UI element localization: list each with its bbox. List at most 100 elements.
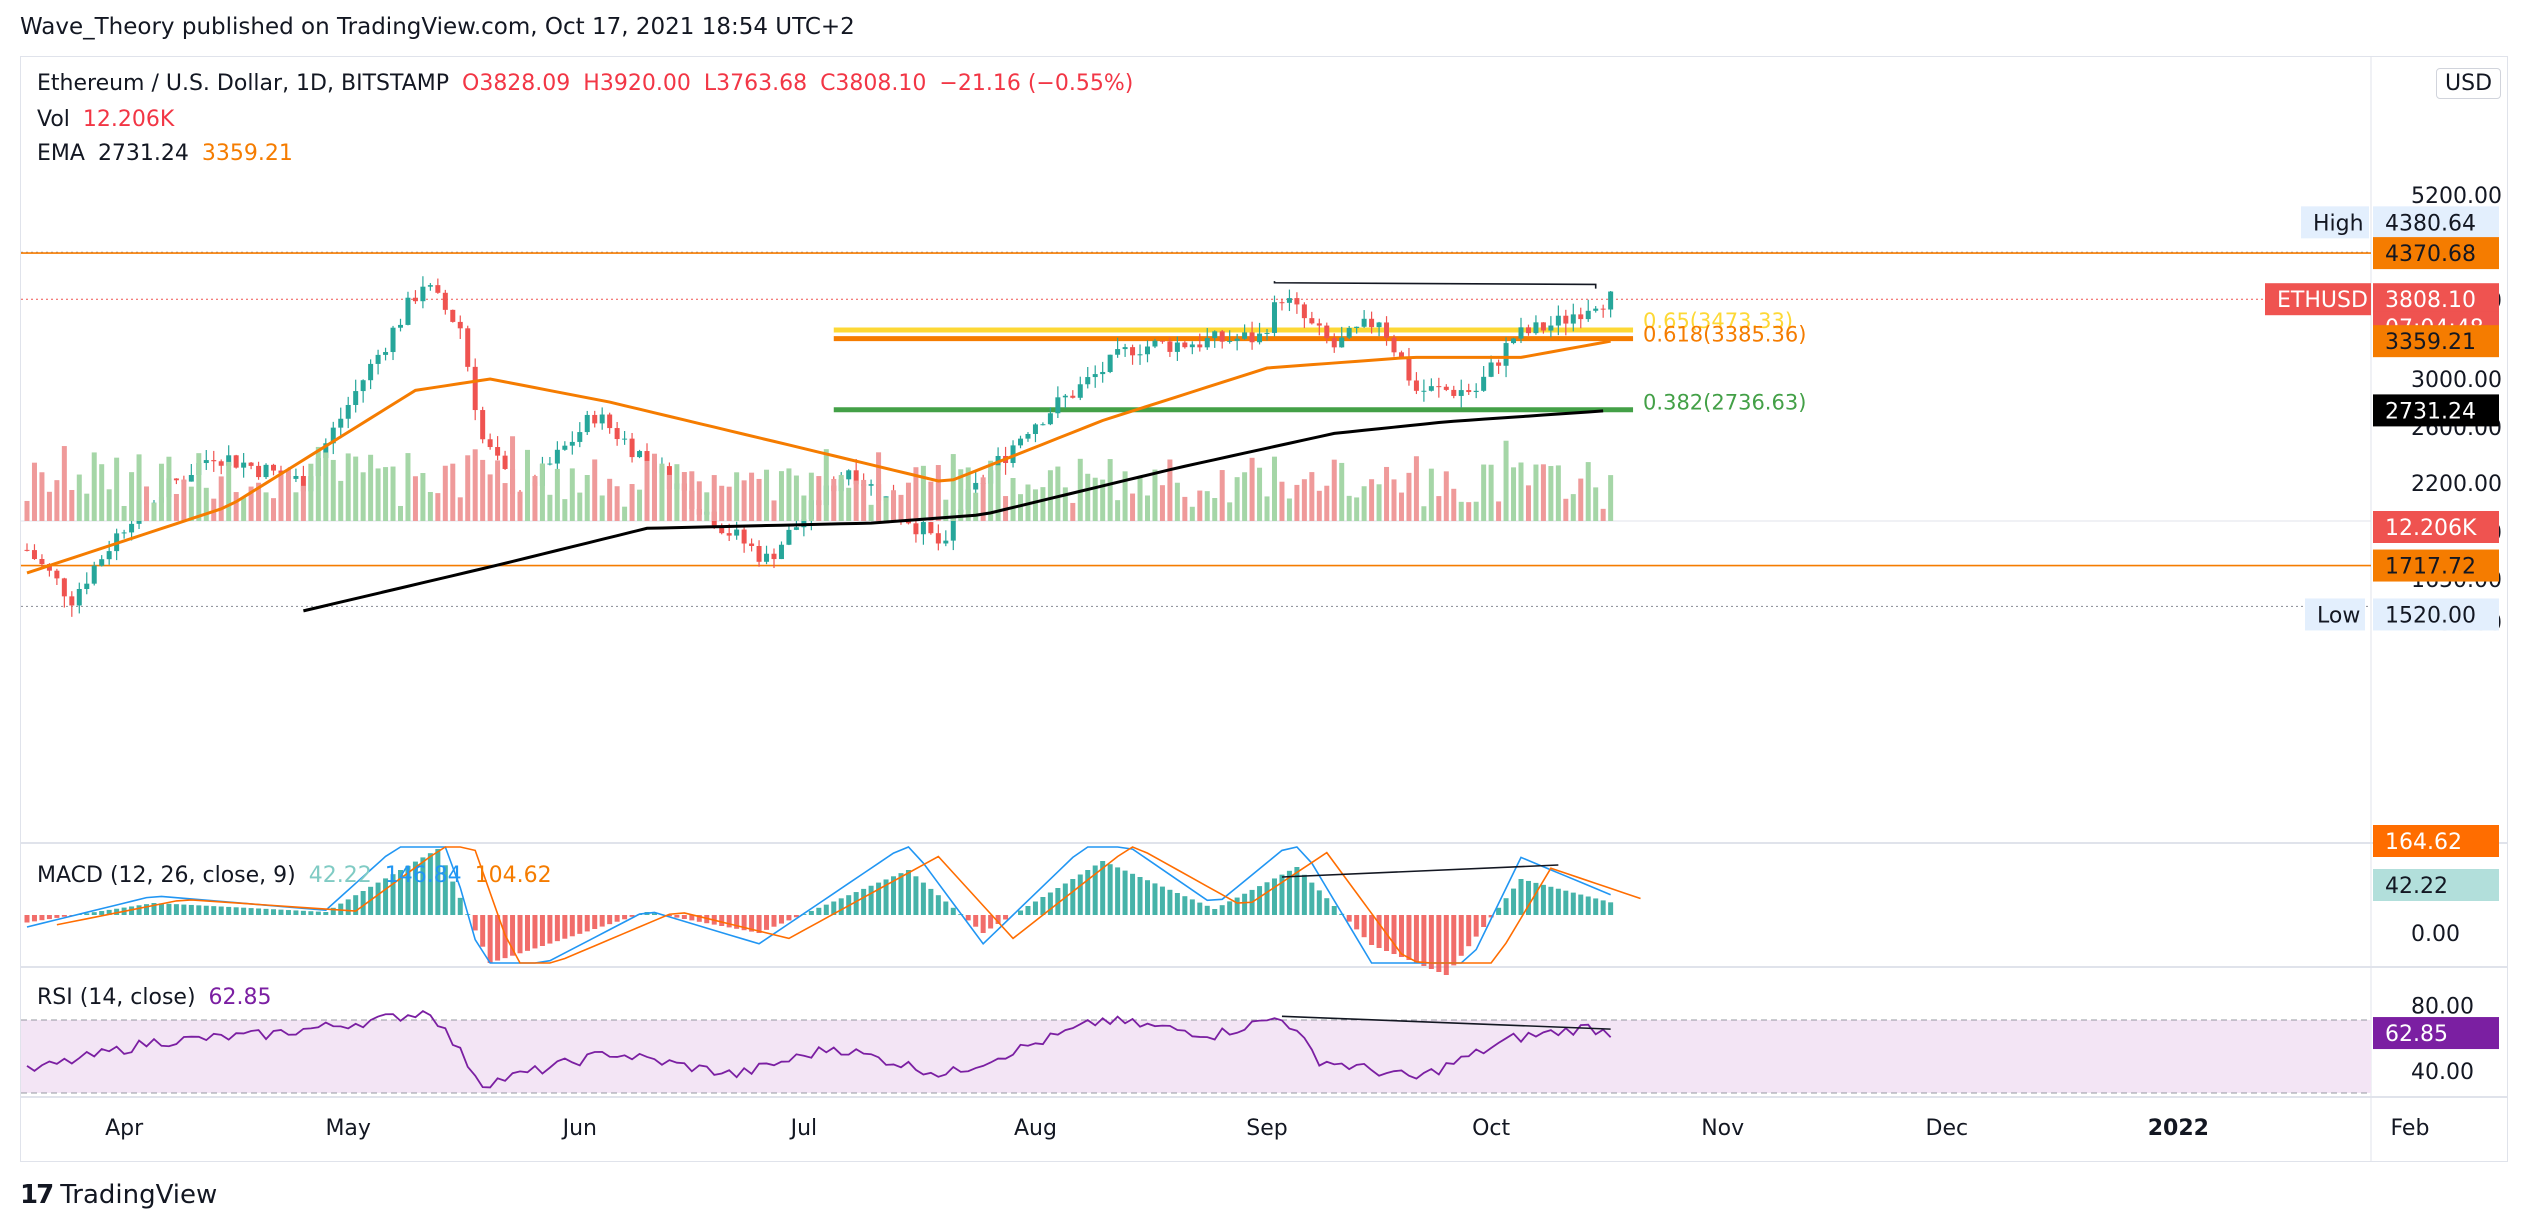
volume-bar (1242, 472, 1248, 521)
volume-bar (465, 455, 471, 521)
candle-body (1421, 390, 1427, 392)
candle-body (1145, 346, 1150, 355)
volume-bar (1451, 488, 1457, 521)
currency-button[interactable]: USD (2436, 68, 2502, 99)
macd-hist-bar (1189, 899, 1195, 915)
macd-hist-bar (988, 915, 994, 929)
volume-bar (629, 484, 635, 521)
volume-bar (898, 494, 904, 521)
candle-body (353, 391, 359, 405)
macd-hist-bar (681, 915, 687, 919)
volume-bar (577, 492, 583, 521)
price-tick-label: 5200.00 (2411, 184, 2502, 209)
candle-body (1503, 343, 1509, 366)
volume-bar (1578, 478, 1584, 521)
volume-bar (173, 493, 179, 521)
volume-bar (1159, 485, 1165, 521)
chart-canvas[interactable]: 0.65(3473.33)0.618(3385.36) 0.382(2736.63… (21, 57, 2507, 1161)
macd-hist-bar (375, 882, 381, 915)
volume-bar (495, 460, 501, 521)
volume-bar (375, 468, 381, 521)
candle-body (1264, 332, 1270, 334)
candle-body (622, 438, 628, 440)
macd-hist-bar (1219, 905, 1225, 915)
volume-bar (61, 446, 67, 521)
volume-bar (1062, 487, 1068, 521)
volume-bar (24, 500, 30, 521)
candle-body (764, 553, 770, 562)
volume-bar (801, 495, 807, 521)
volume-bar (241, 497, 247, 521)
volume-bar (1346, 495, 1352, 521)
volume-bar (256, 482, 262, 521)
macd-hist-bar (980, 915, 986, 933)
ohlc-open: O3828.09 (462, 71, 571, 96)
macd-hist-value: 42.22 (308, 863, 372, 888)
volume-bar (457, 497, 463, 521)
volume-legend: Vol 12.206K (37, 107, 180, 132)
volume-bar (793, 475, 799, 521)
ohlc-close: C3808.10 (820, 71, 927, 96)
volume-bar (778, 471, 784, 521)
candle-body (39, 559, 45, 565)
time-tick-label: Dec (1926, 1116, 1969, 1141)
candle-body (1331, 338, 1337, 348)
macd-hist-bar (1257, 886, 1263, 915)
candle-body (1085, 377, 1091, 385)
candle-body (1391, 337, 1397, 353)
candle-body (749, 543, 755, 547)
candle-body (129, 523, 135, 533)
macd-hist-bar (151, 903, 157, 915)
candle-body (1406, 359, 1412, 381)
macd-hist-bar (1398, 915, 1404, 957)
candle-body (91, 565, 97, 584)
macd-hist-bar (965, 915, 971, 921)
macd-hist-bar (1346, 915, 1352, 922)
macd-hist-bar (510, 915, 516, 956)
volume-bar (398, 505, 403, 521)
macd-hist-bar (1242, 893, 1248, 915)
candle-body (487, 439, 493, 448)
ema-fast-badge: 3359.21 (2385, 330, 2476, 355)
chart-frame: 0.65(3473.33) 0.618(3385.36) 0.382(2736.63… (20, 56, 2508, 1162)
macd-hist-bar (1511, 888, 1517, 915)
volume-bar (1032, 489, 1038, 521)
candle-body (973, 482, 979, 490)
symbol-title: Ethereum / U.S. Dollar, 1D, BITSTAMP (37, 71, 449, 96)
macd-hist-bar (891, 876, 897, 915)
macd-hist-bar (218, 906, 224, 915)
rsi-value: 62.85 (208, 985, 272, 1010)
rsi-trendline (1281, 1015, 1611, 1030)
volume-bar (1167, 459, 1173, 521)
volume-bar (734, 472, 740, 521)
support-badge-bg (2373, 549, 2499, 582)
volume-bar (450, 463, 456, 521)
candle-body (1047, 413, 1053, 425)
volume-bar (1555, 465, 1561, 521)
candle-body (1249, 332, 1255, 343)
macd-hist-bar (1533, 882, 1539, 915)
volume-bar (345, 453, 351, 521)
macd-hist-bar (1264, 882, 1270, 915)
candle-body (218, 461, 224, 466)
candle-body (420, 286, 426, 302)
footer-brand[interactable]: 17 TradingView (20, 1180, 217, 1210)
volume-bar (435, 493, 441, 521)
macd-hist-bar (106, 909, 112, 915)
volume-bar (666, 474, 672, 521)
candle-body (241, 462, 247, 468)
macd-hist-bar (24, 915, 30, 923)
time-tick-label: Feb (2390, 1116, 2429, 1141)
macd-hist-bar (480, 915, 486, 947)
candle-body (741, 529, 747, 544)
volume-bar (1047, 470, 1053, 521)
macd-hist-bar (838, 898, 844, 915)
volume-bar (853, 480, 859, 521)
volume-bar (196, 453, 202, 521)
macd-hist-bar (554, 915, 560, 942)
macd-hist-bar (1107, 864, 1113, 915)
macd-hist-bar (517, 915, 523, 954)
candle-body (1518, 327, 1524, 339)
candle-body (31, 550, 37, 560)
candle-body (427, 285, 433, 287)
